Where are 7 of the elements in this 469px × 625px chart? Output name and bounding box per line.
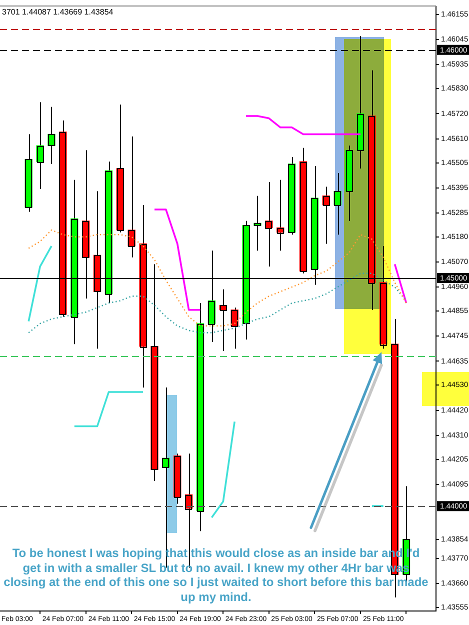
chart-title: 3701 1.44087 1.43669 1.43854 [2, 8, 114, 17]
candlestick [24, 134, 32, 212]
line-series [28, 272, 407, 334]
candlestick [288, 156, 296, 236]
line-series [28, 229, 407, 327]
candlestick [254, 195, 262, 252]
candlestick [48, 106, 56, 164]
